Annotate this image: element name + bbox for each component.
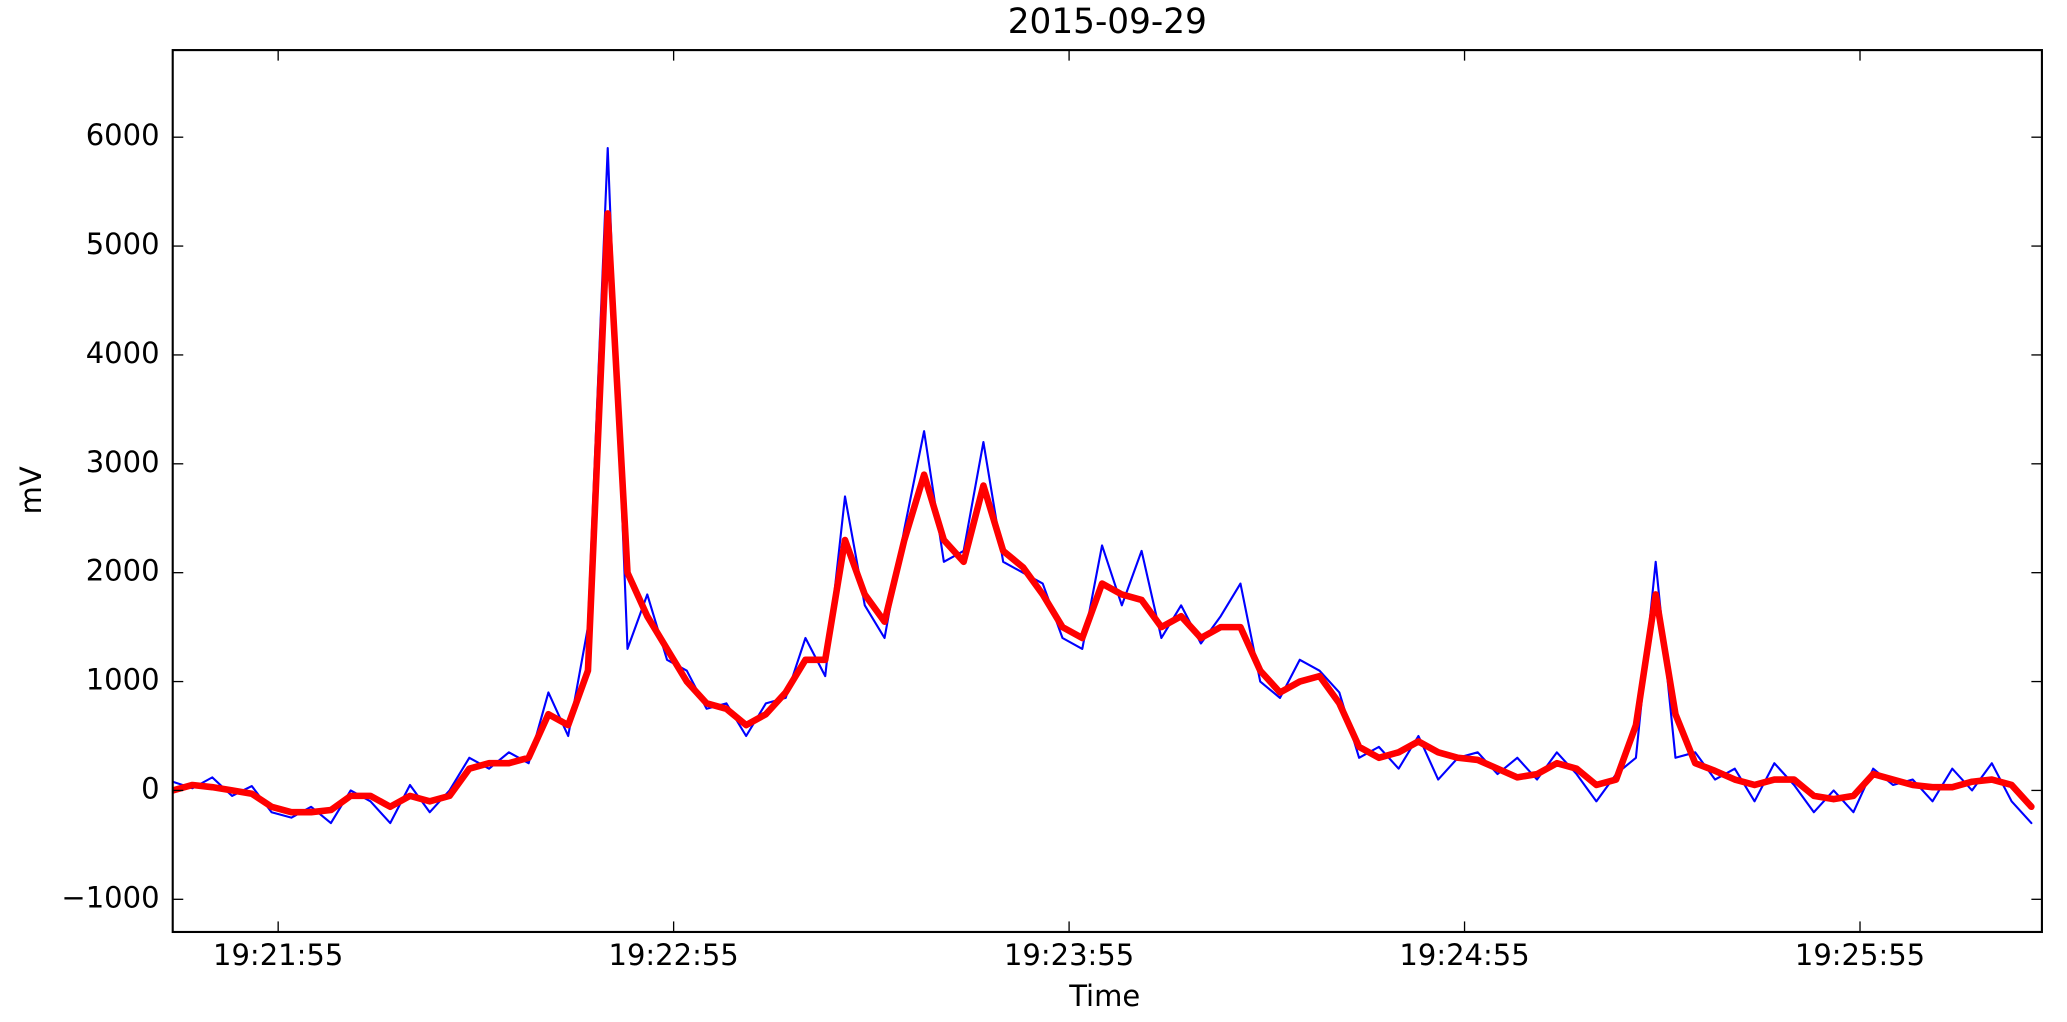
y-tick-label: 0 [141,771,159,805]
y-tick-label: 6000 [86,118,160,152]
x-tick-label: 19:23:55 [1004,938,1134,972]
x-tick-label: 19:22:55 [609,938,739,972]
y-tick-label: 3000 [86,445,160,479]
x-axis-label: Time [1068,979,1140,1013]
y-tick-label: 1000 [86,663,160,697]
y-tick-label: −1000 [61,880,159,914]
y-tick-label: 2000 [86,554,160,588]
y-tick-label: 5000 [86,227,160,261]
x-tick-label: 19:24:55 [1399,938,1529,972]
x-tick-label: 19:21:55 [213,938,343,972]
chart-title: 2015-09-29 [1008,2,1207,42]
x-tick-label: 19:25:55 [1795,938,1925,972]
y-axis-label: mV [14,466,48,514]
data-line [172,210,2035,816]
plot-frame [171,49,2043,934]
y-tick-label: 4000 [86,336,160,370]
